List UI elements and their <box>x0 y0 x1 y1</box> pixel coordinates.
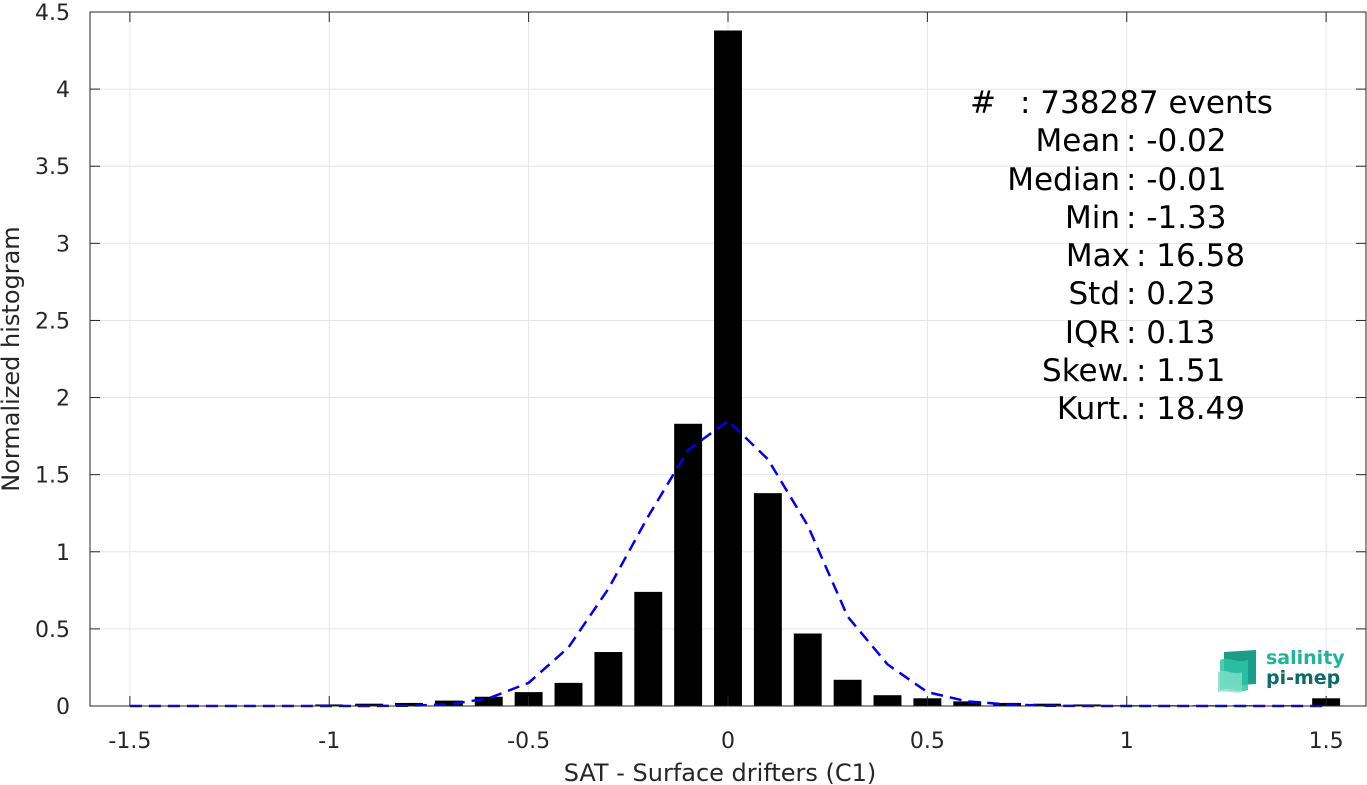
y-tick-label: 1.5 <box>35 464 70 489</box>
stat-label: Median <box>1007 161 1120 198</box>
y-tick-label: 3 <box>56 232 70 257</box>
stat-label: # <box>970 85 1016 121</box>
wave-logo-icon <box>1218 650 1256 693</box>
stat-iqr: IQR: 0.13 <box>940 314 1285 352</box>
histogram-bar <box>873 695 902 706</box>
x-tick-label: 0.5 <box>910 729 945 754</box>
y-tick-label: 2 <box>56 387 70 412</box>
histogram-bar <box>833 679 862 706</box>
stat-min: Min: -1.33 <box>940 199 1285 237</box>
x-tick-label: 1.5 <box>1309 729 1344 754</box>
logo-line2: pi-mep <box>1266 667 1341 689</box>
x-tick-label: 1 <box>1120 729 1134 754</box>
y-tick-label: 2.5 <box>35 309 70 334</box>
stat-std: Std: 0.23 <box>940 275 1285 313</box>
x-tick-label: 0 <box>721 729 735 754</box>
histogram-bar <box>594 652 623 706</box>
histogram-bar <box>395 702 423 706</box>
y-tick-label: 3.5 <box>35 155 70 180</box>
y-tick-label: 0.5 <box>35 618 70 643</box>
x-axis-label: SAT - Surface drifters (C1) <box>564 759 877 785</box>
histogram-bar <box>953 701 982 706</box>
histogram-bar <box>554 682 583 706</box>
stat-value: : 16.58 <box>1136 238 1246 275</box>
logo-line1: salinity <box>1266 647 1345 669</box>
histogram-bar <box>753 493 782 706</box>
x-tick-label: -1 <box>318 729 340 754</box>
stat-value: : 18.49 <box>1136 391 1246 428</box>
stat-value: : -0.02 <box>1126 123 1227 160</box>
y-tick-label: 0 <box>56 695 70 720</box>
stat-median: Median: -0.01 <box>940 161 1285 199</box>
stat-value: : -1.33 <box>1126 199 1227 236</box>
statistics-box: # : 738287 events Mean: -0.02 Median: -0… <box>940 84 1285 429</box>
stat-value: : 738287 events <box>1020 85 1273 121</box>
y-tick-label: 1 <box>56 541 70 566</box>
y-axis-ticks: 0 0.5 1 1.5 2 2.5 3 3.5 4 4.5 <box>35 1 1366 720</box>
stat-max: Max: 16.58 <box>940 237 1285 275</box>
stat-label: Skew. <box>1042 353 1130 390</box>
y-axis-label: Normalized histogram <box>0 226 25 491</box>
y-tick-label: 4.5 <box>35 1 70 26</box>
x-tick-label: -0.5 <box>507 729 550 754</box>
histogram-bar <box>714 30 742 707</box>
stat-value: : -0.01 <box>1126 161 1227 198</box>
salinity-pi-mep-logo: salinity pi-mep <box>1216 646 1346 694</box>
logo-text: salinity pi-mep <box>1266 648 1345 688</box>
histogram-bar <box>474 696 503 706</box>
stat-value: : 1.51 <box>1136 353 1226 390</box>
x-axis-ticks: -1.5 -1 -0.5 0 0.5 1 1.5 <box>108 12 1344 754</box>
histogram-bar <box>434 700 463 706</box>
stat-label: Min <box>1064 199 1120 236</box>
stat-value: : 0.23 <box>1126 276 1216 313</box>
histogram-bar <box>634 591 663 706</box>
stat-skew: Skew.: 1.51 <box>940 352 1285 390</box>
histogram-bar <box>793 633 822 706</box>
stat-value: : 0.13 <box>1126 314 1216 351</box>
stat-mean: Mean: -0.02 <box>940 122 1285 160</box>
histogram-bar <box>674 423 703 706</box>
x-tick-label: -1.5 <box>108 729 151 754</box>
stat-kurt: Kurt.: 18.49 <box>940 390 1285 428</box>
stat-label: Mean <box>1035 123 1120 160</box>
y-tick-label: 4 <box>56 78 70 103</box>
stat-label: Kurt. <box>1056 391 1130 428</box>
stat-events: # : 738287 events <box>940 84 1285 122</box>
stat-label: Max <box>1065 238 1130 275</box>
stat-label: Std <box>1068 276 1120 313</box>
stat-label: IQR <box>1064 314 1120 351</box>
